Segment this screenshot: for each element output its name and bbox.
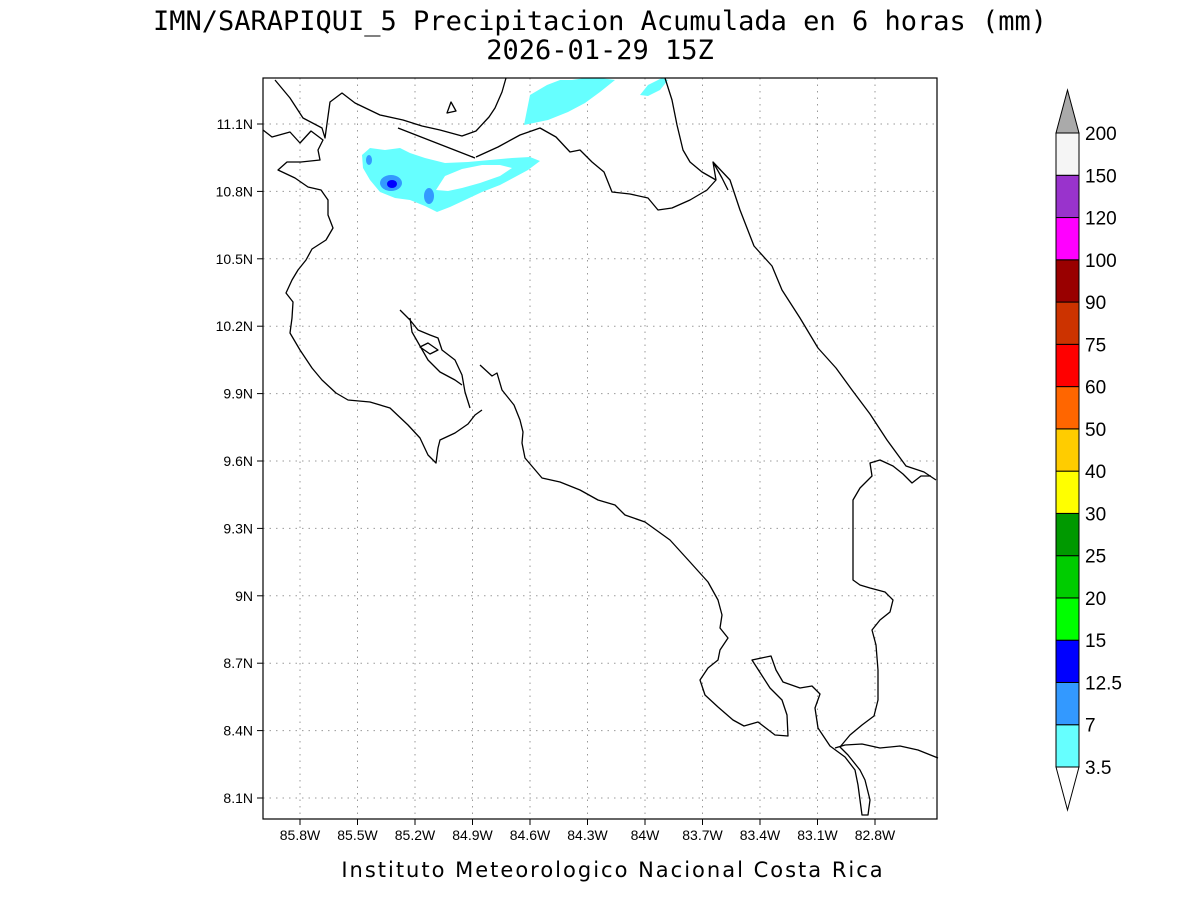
chart-title: IMN/SARAPIQUI_5 Precipitacion Acumulada … (153, 6, 1047, 37)
legend-swatch (1055, 259, 1080, 303)
legend-level-label: 75 (1085, 335, 1106, 356)
coast-panama (834, 743, 939, 759)
x-tick-label: 84.3W (567, 827, 608, 843)
x-tick-label: 83.1W (797, 827, 838, 843)
coast-nicoya-gulf (399, 309, 471, 409)
y-tick-label: 8.1N (223, 790, 253, 806)
color-legend: 3.5 7 12.5 15 20 25 30 40 50 60 75 90 100 120 150 200 (1055, 88, 1122, 812)
precip-patch-heavy (387, 180, 397, 188)
legend-swatch (1055, 470, 1080, 514)
legend-swatch (1055, 386, 1080, 430)
footer-credit: Instituto Meteorologico Nacional Costa R… (341, 858, 884, 882)
precip-dry-pocket (436, 165, 512, 191)
legend-level-label: 120 (1085, 209, 1117, 230)
map-area: 85.8W 85.5W 85.2W 84.9W 84.6W 84.3W 84W 83.7W 83… (216, 77, 939, 843)
chart-subtitle: 2026-01-29 15Z (486, 35, 714, 66)
precipitation-shading (362, 78, 668, 212)
legend-lower-triangle (1055, 766, 1080, 812)
y-tick-label: 8.7N (223, 655, 253, 671)
y-tick-label: 9N (235, 588, 253, 604)
coast-border-line (397, 127, 476, 159)
y-tick-label: 11.1N (217, 116, 253, 132)
legend-level-label: 20 (1085, 589, 1106, 610)
precip-patch-moderate-2 (424, 188, 434, 204)
y-tick-label: 10.2N (216, 318, 253, 334)
coast-pacific-south (479, 364, 931, 816)
x-tick-label: 83.7W (682, 827, 723, 843)
coast-north-border (475, 127, 729, 211)
legend-swatch (1055, 681, 1080, 726)
y-tick-label: 8.4N (223, 723, 253, 739)
legend-level-label: 12.5 (1085, 673, 1122, 694)
x-tick-label: 85.2W (395, 827, 436, 843)
legend-level-label: 25 (1085, 547, 1106, 568)
legend-level-label: 150 (1085, 166, 1117, 187)
x-tick-label: 82.8W (855, 827, 896, 843)
legend-swatch (1055, 174, 1080, 219)
x-tick-label: 83.4W (740, 827, 781, 843)
coastlines (262, 77, 939, 816)
legend-level-label: 90 (1085, 293, 1106, 314)
legend-level-label: 30 (1085, 504, 1106, 525)
precip-patch-moderate-3 (366, 155, 372, 165)
y-tick-label: 9.6N (223, 453, 253, 469)
legend-swatch (1055, 301, 1080, 345)
legend-swatch (1055, 217, 1080, 261)
legend-swatch (1055, 343, 1080, 388)
coast-island (446, 101, 457, 114)
y-tick-label: 10.8N (216, 183, 253, 199)
legend-swatch (1055, 132, 1080, 176)
precip-patch-light-north (524, 78, 615, 125)
coast-chira-island (419, 342, 439, 355)
coast-pacific-north (262, 129, 483, 464)
x-tick-label: 84.6W (510, 827, 551, 843)
y-tick-label: 9.9N (223, 386, 253, 402)
legend-level-label: 50 (1085, 420, 1106, 441)
legend-level-label: 3.5 (1085, 758, 1111, 779)
tick-marks (257, 123, 876, 825)
legend-swatch (1055, 428, 1080, 472)
y-tick-label: 10.5N (216, 251, 253, 267)
legend-swatch (1055, 597, 1080, 641)
x-tick-label: 85.5W (337, 827, 378, 843)
y-tick-label: 9.3N (223, 520, 253, 536)
coast-caribbean (664, 77, 937, 481)
plot-frame (262, 77, 938, 820)
legend-swatch (1055, 639, 1080, 683)
legend-level-label: 200 (1085, 124, 1117, 145)
legend-swatch (1055, 512, 1080, 557)
x-tick-label: 85.8W (280, 827, 321, 843)
legend-level-label: 7 (1085, 716, 1096, 737)
legend-swatch (1055, 555, 1080, 599)
x-tick-label: 84.9W (452, 827, 493, 843)
x-tick-label: 84W (631, 827, 661, 843)
legend-level-label: 60 (1085, 378, 1106, 399)
x-tick-labels: 85.8W 85.5W 85.2W 84.9W 84.6W 84.3W 84W 83.7W 83… (280, 827, 896, 843)
legend-level-label: 15 (1085, 631, 1106, 652)
coast-nicaragua-lake (274, 77, 507, 139)
legend-swatch (1055, 724, 1080, 768)
grid-lines (263, 78, 937, 819)
precip-patch-light-northeast (640, 78, 668, 96)
legend-upper-triangle (1055, 88, 1080, 134)
legend-level-label: 40 (1085, 462, 1106, 483)
legend-level-label: 100 (1085, 251, 1117, 272)
y-tick-labels: 11.1N 10.8N 10.5N 10.2N 9.9N 9.6N 9.3N 9N 8.7N 8.… (216, 116, 253, 806)
